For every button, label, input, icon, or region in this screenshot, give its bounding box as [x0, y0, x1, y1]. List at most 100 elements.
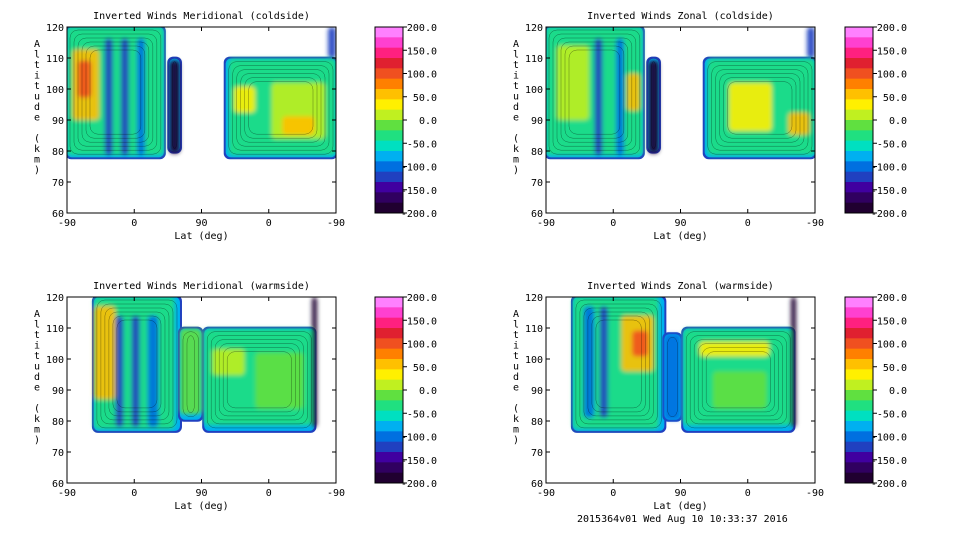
contour-line: [96, 299, 178, 429]
colorbar-segment: [375, 441, 403, 453]
colorbar-label: -200.0: [401, 209, 437, 220]
colorbar-segment: [375, 120, 403, 131]
contour-field: [91, 297, 318, 433]
colorbar-label: 200.0: [877, 23, 907, 34]
colorbar-segment: [845, 400, 873, 412]
colorbar-segment: [375, 400, 403, 412]
y-tick-label: 90: [52, 116, 64, 127]
contour-line: [548, 29, 641, 155]
contour-line: [116, 319, 158, 409]
contour-field: [67, 27, 336, 160]
contour-line: [564, 45, 625, 139]
y-tick-label: 120: [46, 293, 64, 304]
contour-blob: [311, 297, 318, 428]
colorbar-label: -150.0: [871, 186, 907, 197]
colorbar-segment: [375, 109, 403, 121]
contour-line: [85, 45, 146, 139]
colorbar-segment: [845, 99, 873, 111]
contour-blob: [77, 60, 92, 98]
colorbar-label: 50.0: [883, 363, 907, 374]
contour-line: [711, 65, 809, 151]
contour-blob: [93, 306, 116, 400]
x-tick-label: -90: [327, 218, 345, 229]
colorbar-segment: [375, 58, 403, 69]
contour-line: [222, 347, 296, 413]
contour-line: [89, 49, 142, 135]
colorbar-label: 50.0: [883, 93, 907, 104]
colorbar-segment: [845, 140, 873, 152]
colorbar-segment: [845, 68, 873, 80]
colorbar-segment: [845, 130, 873, 142]
colorbar-segment: [375, 192, 403, 204]
colorbar-segment: [845, 317, 873, 329]
colorbar: 200.0 150.0 100.0 50.0 0.0 -50.0 -100.0 -150.0 -…: [844, 23, 907, 220]
contour-line: [228, 61, 334, 155]
x-tick-label: 0: [266, 488, 272, 499]
chart-panel-4: Inverted Winds Zonal (warmside) 120 110 100…: [513, 281, 907, 512]
contour-line: [568, 49, 621, 135]
contour-blob: [648, 60, 659, 154]
colorbar-label: 150.0: [407, 46, 437, 57]
y-tick-label: 80: [531, 147, 543, 158]
contour-line: [667, 337, 678, 417]
contour-line: [73, 33, 158, 151]
y-tick-label: 110: [46, 324, 64, 335]
contour-line: [579, 303, 658, 425]
x-tick-label: -90: [806, 488, 824, 499]
colorbar-segment: [845, 421, 873, 432]
colorbar-label: -150.0: [401, 186, 437, 197]
colorbar-segment: [375, 161, 403, 173]
colorbar-label: 150.0: [407, 316, 437, 327]
contour-line: [685, 331, 791, 429]
x-axis-label: Lat (deg): [174, 501, 228, 512]
contour-line: [112, 315, 162, 413]
x-tick-label: -90: [58, 218, 76, 229]
colorbar-label: 0.0: [889, 116, 907, 127]
y-tick-label: 110: [525, 54, 543, 65]
x-tick-label: -90: [537, 488, 555, 499]
colorbar-segment: [375, 140, 403, 152]
contour-blob: [104, 38, 113, 156]
colorbar-label: 100.0: [877, 340, 907, 351]
colorbar-label: 200.0: [877, 293, 907, 304]
colorbar-segment: [845, 78, 873, 90]
y-tick-label: 120: [525, 23, 543, 34]
colorbar-segment: [845, 47, 873, 59]
colorbar-label: 200.0: [407, 293, 437, 304]
contour-blob: [788, 112, 810, 135]
colorbar-segment: [375, 99, 403, 111]
colorbar-segment: [375, 369, 403, 381]
contour-line: [218, 343, 300, 417]
colorbar-segment: [375, 431, 403, 443]
contour-line: [556, 37, 633, 147]
colorbar-segment: [375, 151, 403, 162]
contour-line: [727, 81, 793, 135]
colorbar-label: 50.0: [413, 363, 437, 374]
x-tick-label: 90: [195, 488, 207, 499]
colorbar-segment: [375, 410, 403, 422]
colorbar-segment: [375, 359, 403, 370]
colorbar-label: -200.0: [401, 479, 437, 490]
y-tick-label: 90: [531, 116, 543, 127]
contour-line: [705, 351, 771, 409]
x-tick-label: 0: [745, 218, 751, 229]
colorbar-segment: [845, 120, 873, 131]
x-tick-label: -90: [537, 218, 555, 229]
contour-line: [701, 347, 775, 413]
chart-panel-2: Inverted Winds Zonal (coldside) 120 110 100…: [513, 11, 907, 242]
y-tick-label: 70: [531, 448, 543, 459]
y-tick-label: 120: [46, 23, 64, 34]
colorbar-segment: [375, 390, 403, 401]
colorbar-label: -50.0: [877, 409, 907, 420]
contour-line: [583, 307, 654, 421]
colorbar-label: 100.0: [407, 340, 437, 351]
colorbar-segment: [375, 462, 403, 474]
y-tick-label: 60: [52, 209, 64, 220]
contour-blob: [120, 38, 129, 156]
contour-line: [248, 81, 314, 135]
contour-line: [69, 29, 162, 155]
colorbar-segment: [845, 472, 873, 484]
y-tick-label: 120: [525, 293, 543, 304]
